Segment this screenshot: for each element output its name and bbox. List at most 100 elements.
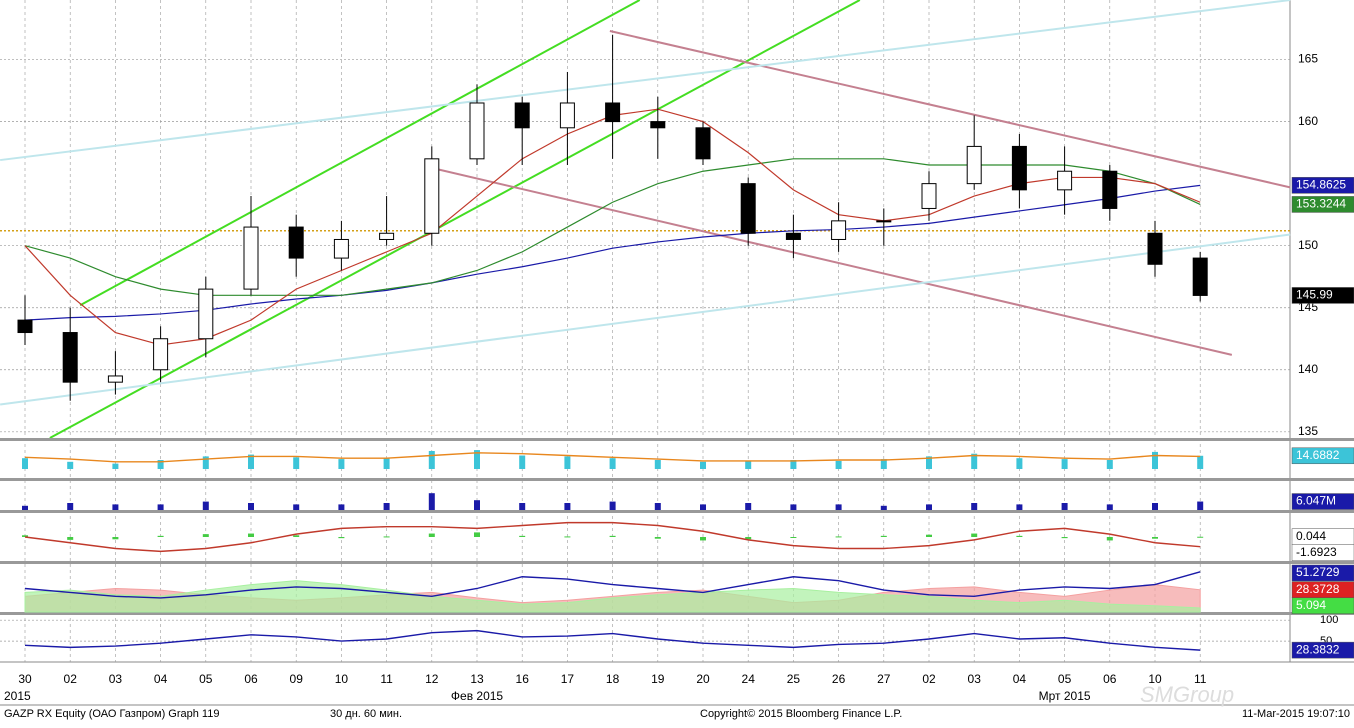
indicator-bar — [1152, 451, 1158, 469]
indicator-bar — [293, 535, 300, 537]
footer-timestamp: 11-Mar-2015 19:07:10 — [1242, 708, 1350, 720]
indicator-area — [24, 580, 1201, 613]
y-tick-label: 150 — [1298, 238, 1318, 252]
indicator-bar — [1016, 535, 1023, 537]
indicator-bar — [157, 535, 164, 537]
indicator-bar — [338, 537, 345, 539]
indicator-bar — [428, 533, 435, 537]
footer-security: GAZP RX Equity (ОАО Газпром) Graph 119 — [4, 708, 219, 720]
indicator-bar — [835, 536, 842, 538]
candle-body — [243, 226, 259, 290]
candle-body — [740, 183, 756, 234]
x-tick-label: 05 — [199, 672, 213, 686]
value-tag: 153.3244 — [1296, 197, 1346, 211]
x-tick-label: 04 — [1013, 672, 1027, 686]
x-tick-label: 24 — [742, 672, 756, 686]
indicator-bar — [835, 460, 842, 469]
x-tick-label: 03 — [109, 672, 123, 686]
indicator-bar — [745, 503, 752, 510]
period-label: 2015 — [4, 689, 31, 703]
value-tag: 28.3728 — [1296, 582, 1340, 596]
indicator-bar — [1152, 537, 1158, 539]
value-tag-box — [1291, 196, 1354, 213]
indicator-bar — [654, 503, 661, 510]
indicator-bar — [248, 533, 254, 537]
moving-average — [24, 184, 1201, 321]
panel-separator — [0, 438, 1354, 441]
candle-body — [469, 102, 485, 160]
candle-body — [153, 338, 169, 371]
x-tick-label: 26 — [832, 672, 846, 686]
indicator-bar — [835, 504, 842, 510]
candle-body — [1102, 170, 1118, 209]
candle-body — [379, 232, 395, 240]
footer-copyright: Copyright© 2015 Bloomberg Finance L.P. — [700, 708, 902, 720]
indicator-bar — [67, 461, 74, 469]
value-tag: 51.2729 — [1296, 565, 1340, 579]
indicator-bar — [790, 537, 797, 538]
indicator-bar — [971, 453, 978, 469]
candle-body — [650, 121, 666, 129]
indicator-bar — [926, 456, 932, 469]
value-tag: 154.8625 — [1296, 178, 1346, 192]
value-tag: -1.6923 — [1296, 545, 1337, 559]
indicator-line — [24, 629, 1201, 651]
x-tick-label: 12 — [425, 672, 439, 686]
indicator-bar — [880, 535, 887, 537]
panel-separator — [0, 612, 1354, 615]
indicator-bar — [745, 537, 752, 540]
trendline — [429, 166, 1233, 356]
value-tag-box — [1291, 177, 1354, 194]
indicator-bar — [157, 460, 164, 469]
x-tick-label: 10 — [335, 672, 349, 686]
value-tag: 14.6882 — [1296, 448, 1340, 462]
indicator-bar — [248, 454, 254, 469]
trendline — [79, 0, 641, 307]
y-tick-label: 160 — [1298, 114, 1318, 128]
x-tick-label: 30 — [18, 672, 32, 686]
x-tick-label: 02 — [922, 672, 936, 686]
indicator-bar — [1016, 458, 1023, 469]
x-tick-label: 17 — [561, 672, 575, 686]
candle-body — [695, 127, 711, 160]
x-tick-label: 27 — [877, 672, 891, 686]
indicator-bar — [383, 503, 390, 510]
indicator-bar — [428, 493, 435, 510]
indicator-bar — [564, 456, 571, 469]
period-label: Фев 2015 — [451, 689, 504, 703]
indicator-bar — [609, 458, 616, 469]
period-label: Мрт 2015 — [1039, 689, 1091, 703]
indicator-bar — [157, 504, 164, 510]
indicator-bar — [67, 503, 74, 510]
indicator-bar — [971, 533, 978, 537]
value-tag: 6.047M — [1296, 494, 1336, 508]
indicator-bar — [700, 461, 706, 469]
indicator-bar — [790, 504, 797, 510]
indicator-bar — [654, 460, 661, 469]
value-tag-box — [1291, 447, 1354, 465]
indicator-bar — [926, 534, 932, 537]
y-tick-label: 140 — [1298, 362, 1318, 376]
x-tick-label: 11 — [380, 672, 393, 686]
indicator-bar — [338, 459, 345, 469]
candle-body — [1057, 170, 1073, 191]
candle-body — [514, 102, 530, 129]
x-tick-label: 20 — [696, 672, 710, 686]
indicator-bar — [22, 535, 28, 537]
x-tick-label: 10 — [1148, 672, 1162, 686]
indicator-bar — [880, 505, 887, 510]
x-tick-label: 13 — [470, 672, 484, 686]
indicator-bar — [1197, 501, 1204, 510]
indicator-bar — [1016, 504, 1023, 510]
indicator-bar — [474, 450, 480, 469]
candle-body — [876, 220, 892, 223]
indicator-bar — [22, 458, 28, 469]
indicator-bar — [1106, 460, 1113, 469]
value-tag: 0.044 — [1296, 529, 1326, 543]
x-tick-label: 02 — [64, 672, 78, 686]
value-tag: 5.094 — [1296, 598, 1326, 612]
indicator-bar — [383, 458, 390, 469]
value-tag-box — [1291, 597, 1354, 615]
candle-body — [785, 232, 801, 240]
y-tick-label: 100 — [1320, 614, 1338, 626]
